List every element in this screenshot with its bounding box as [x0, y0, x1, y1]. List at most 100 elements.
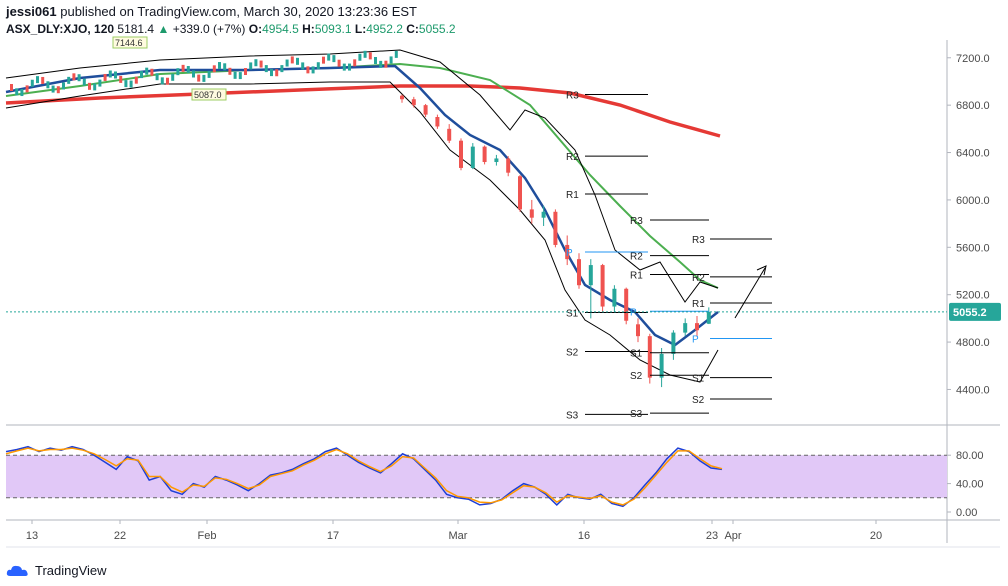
y-tick-label: 7200.0	[956, 53, 990, 65]
tradingview-logo[interactable]: TradingView	[6, 563, 107, 578]
x-tick-label: 13	[26, 530, 38, 542]
candle-small	[145, 67, 149, 75]
candle-body[interactable]	[435, 117, 440, 127]
close-label: C:	[406, 22, 419, 36]
candle-small	[56, 86, 60, 94]
candle-small	[264, 65, 268, 73]
price-flag	[191, 88, 227, 101]
candle-small	[30, 79, 34, 87]
rsi-tick-label: 40.00	[956, 479, 984, 491]
symbol-label: ASX_DLY:XJO, 120	[6, 22, 115, 36]
y-tick-label: 5200.0	[956, 290, 990, 302]
candle-small	[228, 67, 232, 75]
rsi-band-fill	[6, 455, 947, 498]
publish-info: jessi061 published on TradingView.com, M…	[6, 4, 417, 19]
candle-small	[332, 55, 336, 63]
candle-body[interactable]	[400, 95, 404, 100]
candle-body[interactable]	[494, 158, 499, 163]
candle-body[interactable]	[553, 211, 558, 245]
candle-small	[238, 72, 242, 80]
candle-small	[348, 63, 351, 71]
candle-body[interactable]	[624, 288, 629, 321]
pivot-level-label: S2	[692, 395, 705, 406]
candle-small	[285, 59, 289, 67]
candle-small	[192, 70, 195, 78]
candle-small	[140, 71, 143, 79]
projection-arrowhead	[756, 265, 767, 276]
upper-band-line	[5, 49, 719, 303]
candle-body[interactable]	[482, 146, 487, 163]
x-tick-label: 23	[706, 530, 718, 542]
candle-body[interactable]	[659, 353, 664, 378]
lower-band-line	[5, 81, 719, 383]
candle-small	[363, 50, 367, 58]
candle-small	[150, 68, 154, 76]
brand-label: TradingView	[35, 563, 107, 578]
candle-small	[51, 85, 55, 93]
candle-body[interactable]	[565, 244, 570, 260]
candle-small	[186, 66, 190, 74]
candle-small	[197, 74, 201, 82]
published-text: published on TradingView.com, March 30, …	[60, 4, 417, 19]
candle-body[interactable]	[706, 311, 711, 324]
price-flag-label: 5087.0	[194, 90, 222, 100]
candle-body[interactable]	[636, 324, 640, 337]
candle-body[interactable]	[588, 265, 593, 286]
candle-body[interactable]	[647, 336, 652, 378]
pivot-level-label: P	[692, 335, 699, 346]
candle-body[interactable]	[612, 288, 617, 307]
candle-small	[379, 60, 383, 68]
candle-body[interactable]	[506, 158, 511, 173]
pivot-level-label: S1	[630, 349, 643, 360]
candle-small	[176, 68, 180, 76]
pivot-level-label: R1	[692, 299, 705, 310]
candle-small	[368, 52, 372, 60]
candle-small	[67, 76, 71, 84]
candle-small	[384, 60, 388, 68]
candle-body[interactable]	[600, 265, 605, 307]
x-tick-label: Feb	[198, 530, 217, 542]
candle-body[interactable]	[447, 128, 452, 141]
username[interactable]: jessi061	[6, 4, 57, 19]
price-change: +339.0 (+7%)	[172, 22, 246, 36]
sma-short-line	[5, 64, 719, 347]
candle-body[interactable]	[459, 140, 463, 168]
candle-small	[337, 59, 341, 67]
candle-small	[108, 70, 112, 78]
candle-small	[322, 56, 325, 64]
candle-small	[10, 84, 13, 91]
candle-small	[46, 81, 50, 89]
x-tick-label: 16	[578, 530, 590, 542]
candle-small	[129, 80, 133, 88]
candle-small	[202, 74, 206, 82]
candle-small	[20, 89, 24, 97]
candle-body[interactable]	[518, 176, 522, 210]
candle-body[interactable]	[695, 323, 699, 331]
candle-body[interactable]	[541, 211, 546, 218]
candle-body[interactable]	[423, 105, 428, 115]
rsi-tick-label: 80.00	[956, 450, 984, 462]
candle-small	[254, 59, 258, 67]
candle-body[interactable]	[470, 146, 475, 168]
price-flag-label: 7144.6	[115, 38, 143, 48]
candle-body[interactable]	[411, 99, 416, 106]
x-tick-label: Apr	[724, 530, 741, 542]
candle-body[interactable]	[683, 323, 688, 333]
pivot-level-label: S2	[566, 348, 579, 359]
close-value: 5055.2	[418, 22, 456, 36]
y-tick-label: 6000.0	[956, 195, 990, 207]
candle-small	[82, 78, 86, 86]
main-pane[interactable]	[6, 40, 947, 425]
candle-body[interactable]	[577, 259, 581, 286]
candle-small	[275, 69, 279, 77]
candle-small	[25, 85, 29, 93]
candle-body[interactable]	[671, 332, 676, 354]
candle-small	[212, 65, 216, 73]
pivot-level-label: R2	[630, 252, 643, 263]
candle-small	[259, 60, 263, 68]
candle-small	[62, 82, 65, 90]
candle-small	[207, 70, 211, 78]
candle-body[interactable]	[529, 209, 534, 218]
pivot-level-label: R1	[630, 271, 643, 282]
